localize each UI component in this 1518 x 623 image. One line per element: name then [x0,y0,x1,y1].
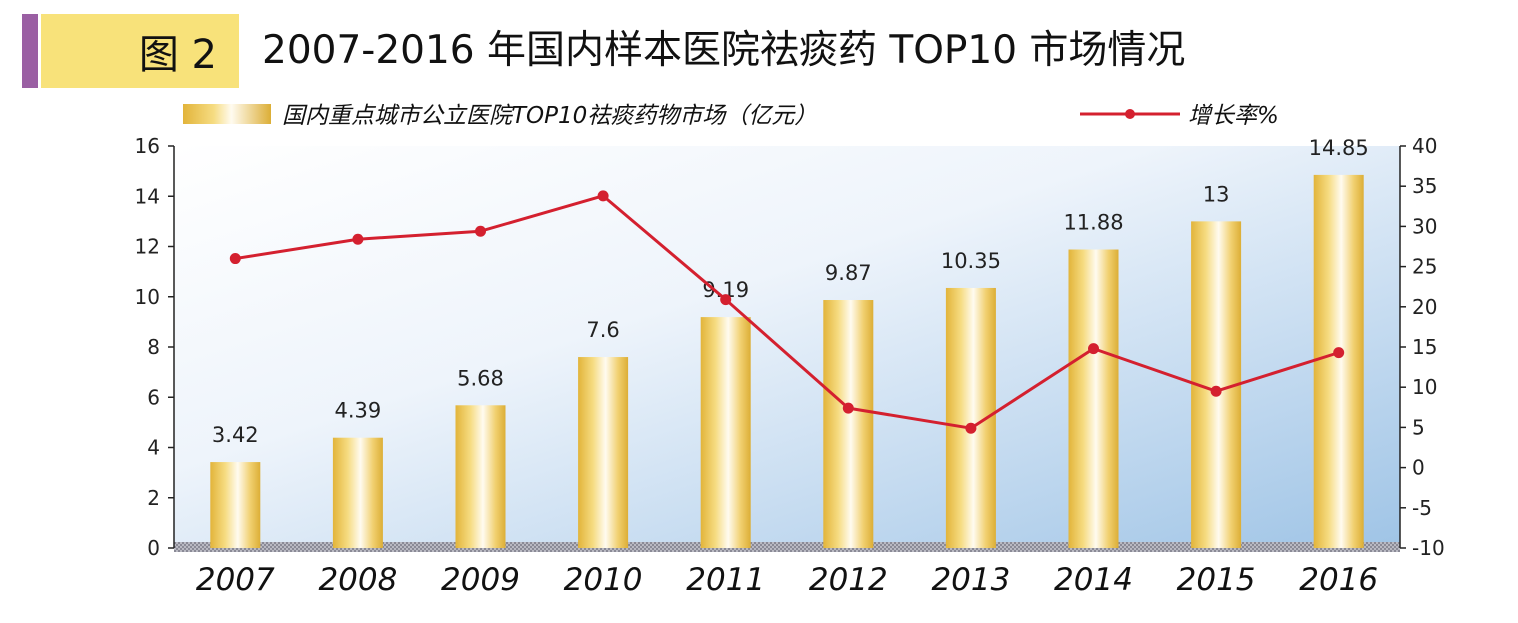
chart-title: 2007-2016 年国内样本医院祛痰药 TOP10 市场情况 [262,28,1186,73]
x-tick-label: 2012 [809,562,888,598]
bar [578,357,629,548]
y-left-tick-label: 8 [147,335,160,359]
legend-line-label: 增长率% [1188,103,1279,129]
y-left-tick-label: 4 [147,436,160,460]
bar-value-label: 9.87 [825,261,872,285]
x-tick-label: 2013 [931,562,1010,598]
figure-label-text: 图 2 [138,32,217,78]
y-left-axis: 0 2 4 6 8 10 12 14 16 [135,134,174,560]
bar-value-label: 3.42 [212,423,259,447]
growth-point [475,225,486,237]
growth-point [842,402,854,414]
x-axis-labels: 2007 2008 2009 2010 2011 2012 2013 2014 2015 2016 [196,562,1378,598]
y-right-tick-label: 30 [1412,214,1437,238]
y-right-tick-label: -5 [1412,496,1432,520]
x-tick-label: 2008 [318,562,397,598]
bar [210,462,261,548]
y-left-tick-label: 10 [135,285,160,309]
bar [700,317,751,548]
growth-point [965,422,977,434]
bar-value-label: 4.39 [335,399,382,423]
bar-value-label: 11.88 [1063,211,1123,235]
plot-floor [174,542,1400,552]
growth-point [1088,343,1099,355]
y-left-tick-label: 16 [135,134,160,158]
growth-point [229,253,241,265]
y-left-tick-label: 12 [135,235,160,259]
growth-point [720,294,732,306]
y-left-tick-label: 14 [135,184,160,208]
growth-point [597,190,609,202]
x-tick-label: 2007 [196,562,275,598]
growth-point [352,233,364,245]
bar [1068,249,1119,548]
y-right-tick-label: 0 [1412,456,1425,480]
x-tick-label: 2010 [564,562,643,598]
y-right-tick-label: 15 [1412,335,1437,359]
figure-label: 图 2 [41,14,239,88]
bar [332,437,383,548]
y-right-axis: -10 -5 0 5 10 15 20 25 30 35 40 [1400,134,1445,560]
bar [1313,174,1364,549]
x-tick-label: 2011 [686,562,765,598]
y-left-tick-label: 6 [147,385,160,409]
legend-bar-swatch [183,104,271,124]
y-right-tick-label: -10 [1412,536,1445,560]
growth-line-series [229,190,1345,434]
y-right-tick-label: 5 [1412,415,1425,439]
y-left-tick-label: 0 [147,536,160,560]
legend-line-marker [1125,109,1135,119]
legend-bar-label: 国内重点城市公立医院TOP10祛痰药物市场（亿元） [282,103,817,129]
x-tick-label: 2016 [1299,562,1378,598]
legend: 国内重点城市公立医院TOP10祛痰药物市场（亿元） 增长率% [183,103,1279,129]
bar [455,405,506,548]
bar-value-label: 10.35 [941,249,1001,273]
bar-value-label: 13 [1203,182,1230,206]
bar-value-label: 14.85 [1309,136,1369,160]
growth-line [235,194,1340,430]
bar-value-label: 7.6 [586,318,619,342]
x-tick-label: 2009 [441,562,520,598]
y-right-tick-label: 35 [1412,174,1437,198]
y-left-tick-label: 2 [147,486,160,510]
bar [823,300,874,548]
growth-point [1333,347,1345,359]
x-tick-label: 2015 [1177,562,1256,598]
header-accent-strip [22,14,38,88]
y-right-tick-label: 20 [1412,295,1437,319]
y-right-tick-label: 40 [1412,134,1437,158]
growth-point [1210,385,1222,397]
y-right-tick-label: 25 [1412,255,1437,279]
x-tick-label: 2014 [1054,562,1133,598]
y-right-tick-label: 10 [1412,375,1437,399]
bar-value-label: 5.68 [457,366,504,390]
